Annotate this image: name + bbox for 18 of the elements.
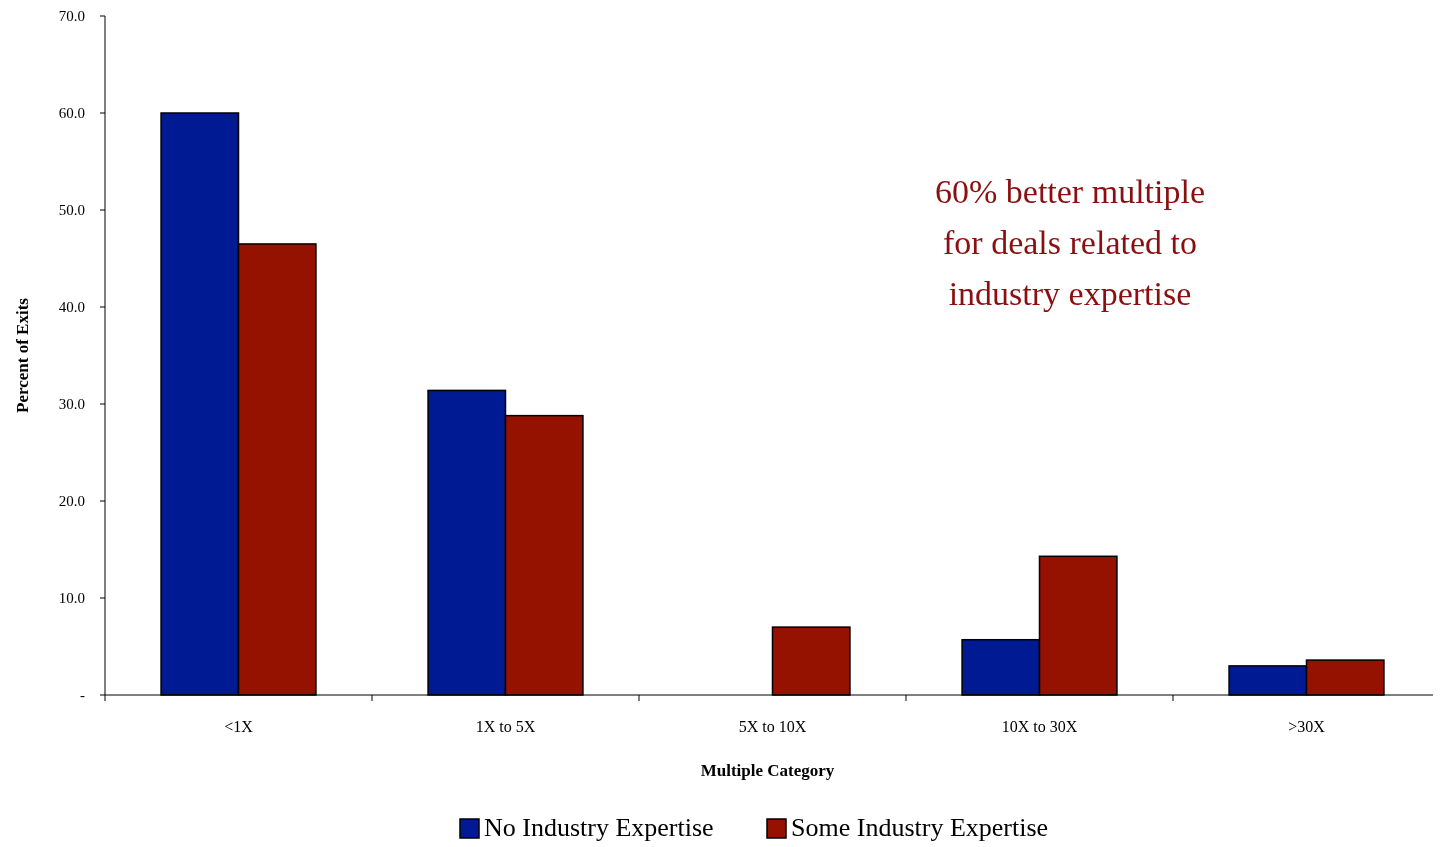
y-axis-title: Percent of Exits (13, 297, 32, 413)
annotation: 60% better multiple for deals related to industry expertise (934, 173, 1206, 312)
y-tick-label: 40.0 (58, 299, 85, 316)
x-tick-label: <1X (224, 718, 254, 735)
y-tick-label: 70.0 (58, 8, 85, 25)
legend-label: No Industry Expertise (484, 813, 714, 842)
x-tick-label: 10X to 30X (1001, 718, 1078, 735)
x-axis-title: Multiple Category (700, 761, 835, 780)
y-tick-label: - (80, 687, 85, 704)
y-tick-label: 20.0 (58, 493, 85, 510)
y-tick-label: 60.0 (58, 105, 85, 122)
x-tick-label: 1X to 5X (475, 718, 536, 735)
x-tick-label: 5X to 10X (738, 718, 807, 735)
y-tick-label: 10.0 (58, 590, 85, 607)
y-tick-label: 30.0 (58, 396, 85, 413)
x-tick-label: >30X (1288, 718, 1326, 735)
legend-label: Some Industry Expertise (791, 813, 1049, 842)
y-tick-label: 50.0 (58, 202, 85, 219)
